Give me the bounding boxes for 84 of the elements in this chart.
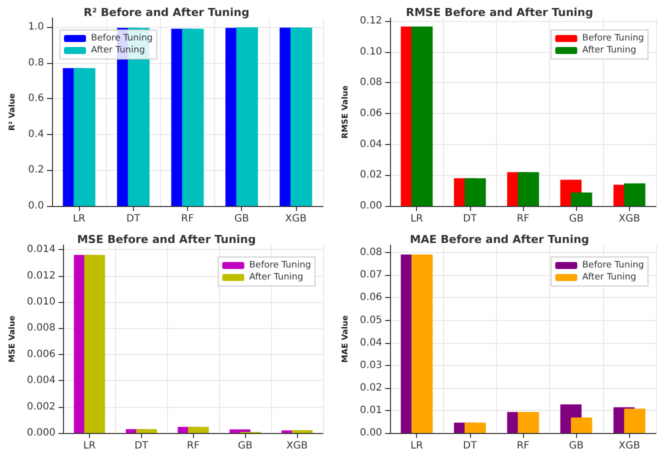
x-tick-label: GB — [234, 214, 250, 224]
bar — [411, 26, 433, 206]
bar — [236, 27, 258, 206]
chart-title: RMSE Before and After Tuning — [406, 6, 594, 19]
y-tick-label: 0.01 — [360, 404, 382, 416]
y-tick-label: 0.000 — [26, 427, 56, 438]
y-tick-label: 0.8 — [28, 57, 44, 68]
x-tick-label: GB — [568, 440, 584, 451]
y-tick-label: 0.12 — [360, 16, 382, 27]
bar — [74, 68, 96, 206]
x-tick-label: XGB — [618, 440, 640, 451]
x-tick-label: RF — [186, 440, 200, 451]
bar — [464, 422, 486, 432]
y-axis-title: MAE Value — [340, 314, 350, 362]
y-tick-label: 0.04 — [360, 138, 382, 150]
y-tick-label: 0.0 — [28, 200, 44, 212]
legend-label: Before Tuning — [582, 260, 644, 270]
legend-label: After Tuning — [249, 272, 304, 282]
x-tick-label: DT — [463, 214, 478, 224]
y-axis-title: MSE Value — [8, 314, 16, 362]
x-tick-label: RF — [516, 440, 530, 451]
x-tick-label: XGB — [286, 440, 308, 451]
y-tick-label: 0.10 — [360, 46, 382, 58]
y-tick-label: 0.03 — [360, 359, 382, 370]
bar — [290, 28, 312, 206]
x-tick-label: RF — [516, 214, 530, 224]
y-tick-label: 0.010 — [26, 296, 56, 307]
y-tick-label: 0.02 — [360, 170, 382, 181]
x-tick-label: LR — [410, 440, 424, 451]
bar — [570, 192, 592, 206]
bar — [188, 426, 209, 432]
y-tick-label: 0.2 — [28, 164, 44, 176]
bar — [292, 430, 313, 432]
bar — [624, 183, 646, 206]
x-tick-label: LR — [72, 214, 86, 224]
x-tick-label: RF — [181, 214, 194, 224]
y-tick-label: 0.06 — [360, 108, 382, 120]
x-tick-label: LR — [410, 214, 424, 224]
y-tick-label: 0.07 — [360, 269, 382, 280]
x-tick-label: XGB — [618, 214, 640, 224]
y-tick-label: 0.002 — [26, 400, 56, 412]
bar — [84, 254, 106, 432]
bar — [624, 408, 646, 432]
legend-label: Before Tuning — [582, 34, 644, 44]
chart-title: MAE Before and After Tuning — [410, 232, 590, 246]
bar — [411, 254, 433, 432]
x-tick-label: DT — [134, 440, 150, 451]
x-tick-label: LR — [83, 440, 96, 451]
y-tick-label: 0.00 — [360, 200, 382, 212]
x-tick-label: DT — [126, 214, 142, 224]
chart-title: R² Before and After Tuning — [84, 6, 250, 19]
y-tick-label: 0.012 — [26, 270, 56, 281]
legend-label: After Tuning — [582, 46, 636, 56]
y-tick-label: 0.006 — [26, 348, 56, 360]
y-tick-label: 0.08 — [360, 246, 382, 258]
legend-label: After Tuning — [91, 46, 145, 56]
y-tick-label: 0.014 — [26, 244, 56, 255]
bar — [182, 28, 204, 206]
x-tick-label: DT — [463, 440, 478, 451]
legend-label: Before Tuning — [91, 34, 153, 44]
y-tick-label: 0.08 — [360, 77, 382, 88]
bar — [464, 178, 486, 206]
y-tick-label: 1.0 — [28, 21, 44, 32]
y-tick-label: 0.004 — [26, 374, 56, 386]
y-tick-label: 0.05 — [360, 314, 382, 326]
y-tick-label: 0.04 — [360, 336, 382, 348]
legend-label: Before Tuning — [249, 260, 312, 270]
y-tick-label: 0.06 — [360, 292, 382, 303]
chart-title: MSE Before and After Tuning — [77, 232, 256, 246]
y-tick-label: 0.00 — [360, 427, 382, 438]
y-tick-label: 0.4 — [28, 128, 44, 140]
x-tick-label: GB — [238, 440, 253, 451]
x-tick-label: XGB — [285, 214, 307, 224]
bar — [136, 428, 157, 432]
legend-label: After Tuning — [582, 272, 636, 282]
y-tick-label: 0.6 — [28, 93, 44, 104]
y-axis-title: RMSE Value — [340, 84, 350, 139]
bar — [518, 412, 540, 432]
y-axis-title: R² Value — [8, 92, 16, 131]
x-tick-label: GB — [568, 214, 584, 224]
y-tick-label: 0.02 — [360, 382, 382, 393]
y-tick-label: 0.008 — [26, 322, 56, 334]
bar — [518, 172, 540, 206]
bar — [570, 416, 592, 432]
